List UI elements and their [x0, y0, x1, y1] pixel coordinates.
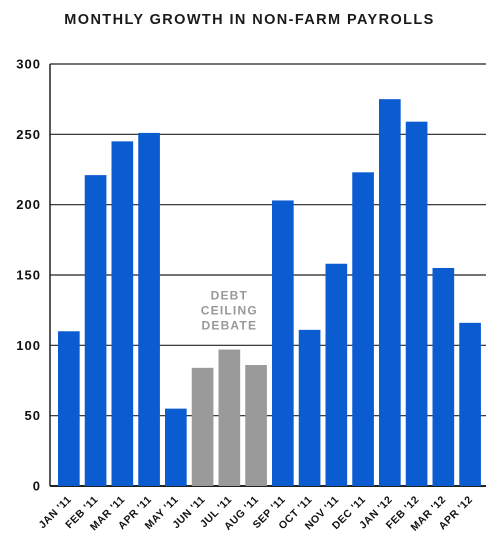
annotation-line: CEILING	[201, 304, 258, 318]
y-tick-label: 150	[16, 268, 41, 283]
bar-jan-11	[58, 331, 80, 486]
annotation-line: DEBT	[211, 289, 248, 303]
bar-jan-12	[379, 99, 401, 487]
y-tick-label: 50	[25, 408, 41, 423]
y-axis-ticks: 0 50 100 150 200 250 300	[16, 57, 41, 494]
bar-aug-11	[245, 365, 267, 486]
bar-feb-11	[84, 175, 107, 487]
bar-dec-11	[352, 172, 374, 486]
y-tick-label: 250	[16, 127, 41, 142]
y-tick-label: 0	[33, 479, 41, 494]
y-tick-label: 100	[16, 338, 41, 353]
bar-mar-12	[432, 267, 455, 486]
bar-apr-12	[459, 322, 481, 486]
bar-apr-11	[138, 132, 160, 486]
bar-nov-11	[325, 263, 348, 486]
bar-may-11	[165, 408, 187, 486]
bar-jun-11	[191, 367, 214, 486]
annotation-line: DEBATE	[202, 319, 258, 333]
bar-jul-11	[218, 349, 241, 486]
bar-oct-11	[298, 329, 321, 486]
bars	[58, 99, 481, 487]
bar-sep-11	[272, 200, 294, 487]
y-tick-label: 200	[16, 197, 41, 212]
chart-title: MONTHLY GROWTH IN NON-FARM PAYROLLS	[64, 12, 435, 28]
bar-feb-12	[405, 121, 428, 486]
y-tick-label: 300	[16, 57, 41, 72]
bar-mar-11	[111, 141, 134, 486]
